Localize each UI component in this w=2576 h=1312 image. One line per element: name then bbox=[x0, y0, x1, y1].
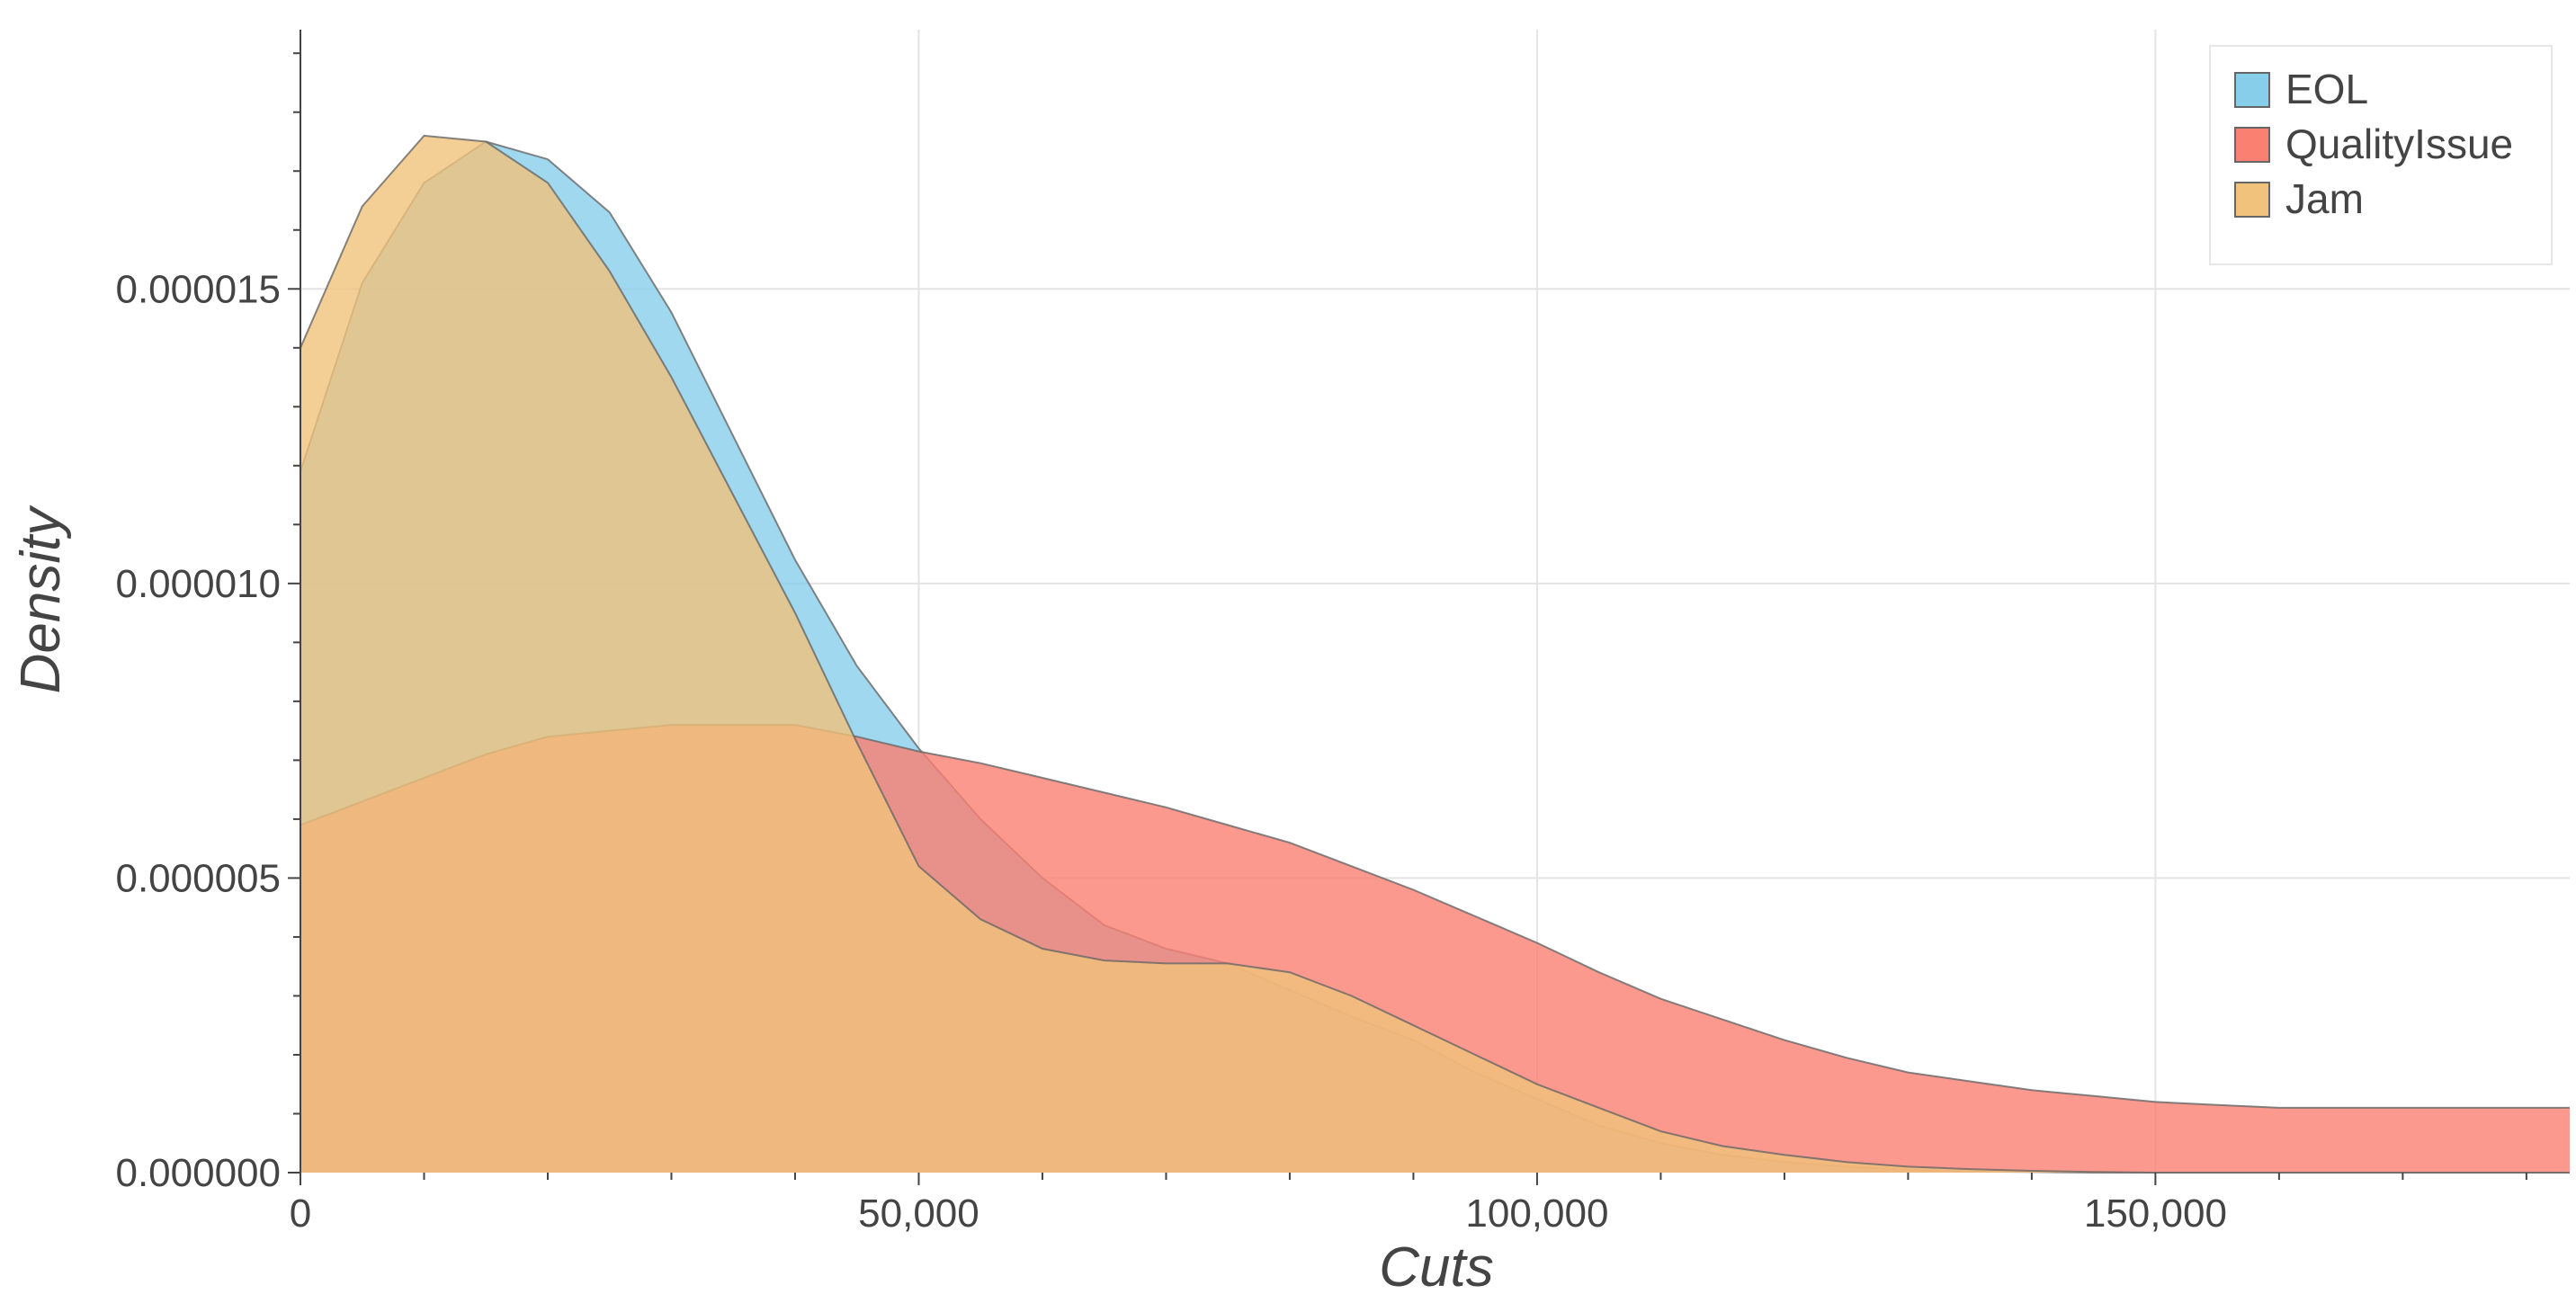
density-line bbox=[300, 134, 2570, 1174]
y-axis-title: Density bbox=[10, 504, 72, 694]
y-tick-label: 0.000015 bbox=[115, 267, 281, 311]
x-axis-title: Cuts bbox=[1379, 1236, 1493, 1299]
areas bbox=[300, 134, 2570, 1174]
x-tick-label: 100,000 bbox=[1465, 1192, 1608, 1236]
y-tick-label: 0.000005 bbox=[115, 856, 281, 900]
legend-label: Jam bbox=[2285, 175, 2364, 222]
legend-label: QualityIssue bbox=[2285, 120, 2513, 167]
x-tick-label: 150,000 bbox=[2084, 1192, 2227, 1236]
density-area bbox=[300, 135, 2570, 1173]
axes: 0.000000 0.000005 0.000010 0.000015 0 50,000 1… bbox=[115, 30, 2527, 1236]
y-tick-label: 0.000010 bbox=[115, 562, 281, 606]
legend-label: EOL bbox=[2285, 66, 2368, 112]
legend-swatch bbox=[2234, 182, 2270, 218]
x-tick-label: 50,000 bbox=[858, 1192, 979, 1236]
x-tick-label: 0 bbox=[290, 1192, 311, 1236]
legend-swatch bbox=[2234, 127, 2270, 163]
legend: EOL QualityIssue Jam bbox=[2209, 45, 2553, 265]
y-tick-label: 0.000000 bbox=[115, 1151, 281, 1195]
legend-swatch bbox=[2234, 72, 2270, 108]
